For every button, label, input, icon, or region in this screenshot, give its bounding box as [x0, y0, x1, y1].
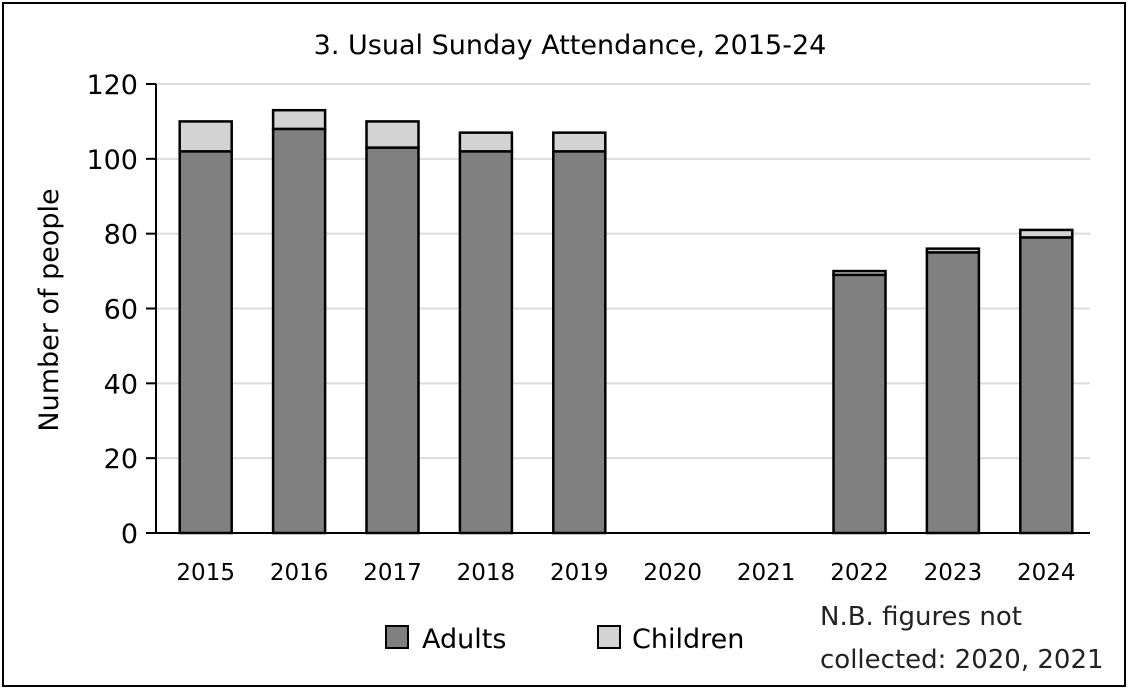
bar-children-2018: [458, 131, 514, 153]
x-tick-label: 2023: [924, 560, 983, 586]
chart-title: 3. Usual Sunday Attendance, 2015-24: [314, 30, 827, 61]
y-tick-label: 40: [104, 369, 138, 400]
x-tick-label: 2020: [643, 560, 702, 586]
bars-group: [178, 108, 1074, 535]
bar-children-2024: [1019, 228, 1074, 239]
bar-children-2019: [552, 131, 607, 153]
legend-label-adults: Adults: [422, 624, 506, 655]
legend-swatch-children: [597, 625, 621, 649]
legend-swatch-adults: [385, 625, 409, 649]
x-tick-label: 2021: [737, 560, 796, 586]
bar-adults-2022: [832, 273, 887, 535]
y-tick-label: 0: [121, 519, 138, 550]
bar-adults-2016: [271, 127, 327, 535]
bar-adults-2015: [178, 150, 233, 535]
bar-adults-2017: [365, 146, 420, 535]
y-axis: 0 20 40 60 80 100 120: [86, 70, 157, 550]
y-tick-label: 80: [104, 220, 138, 251]
bar-adults-2019: [552, 150, 607, 535]
bar-children-2016: [271, 108, 327, 131]
bar-children-2023: [925, 247, 981, 254]
x-tick-label: 2019: [550, 560, 609, 586]
x-axis: 2015 2016 2017 2018 2019 2020 2021 2022 2023 2024: [156, 532, 1090, 586]
bar-children-2015: [178, 120, 233, 153]
x-tick-label: 2015: [176, 560, 235, 586]
bar-adults-2024: [1019, 236, 1074, 535]
y-tick-label: 20: [104, 444, 138, 475]
bar-adults-2018: [458, 150, 514, 535]
bar-children-2022: [832, 269, 887, 277]
y-tick-label: 120: [86, 70, 138, 101]
y-axis-label: Number of people: [34, 188, 65, 431]
bar-children-2017: [365, 120, 420, 149]
x-tick-label: 2016: [270, 560, 329, 586]
y-tick-label: 100: [86, 145, 138, 176]
x-tick-label: 2018: [457, 560, 516, 586]
bar-adults-2023: [925, 251, 981, 535]
x-tick-label: 2022: [830, 560, 889, 586]
x-tick-label: 2017: [363, 560, 422, 586]
legend: Adults Children: [385, 624, 744, 655]
y-tick-label: 60: [104, 295, 138, 326]
x-tick-label: 2024: [1017, 560, 1076, 586]
legend-label-children: Children: [632, 624, 744, 655]
note-line-1: N.B. figures not: [820, 602, 1022, 632]
note-line-2: collected: 2020, 2021: [820, 645, 1104, 675]
